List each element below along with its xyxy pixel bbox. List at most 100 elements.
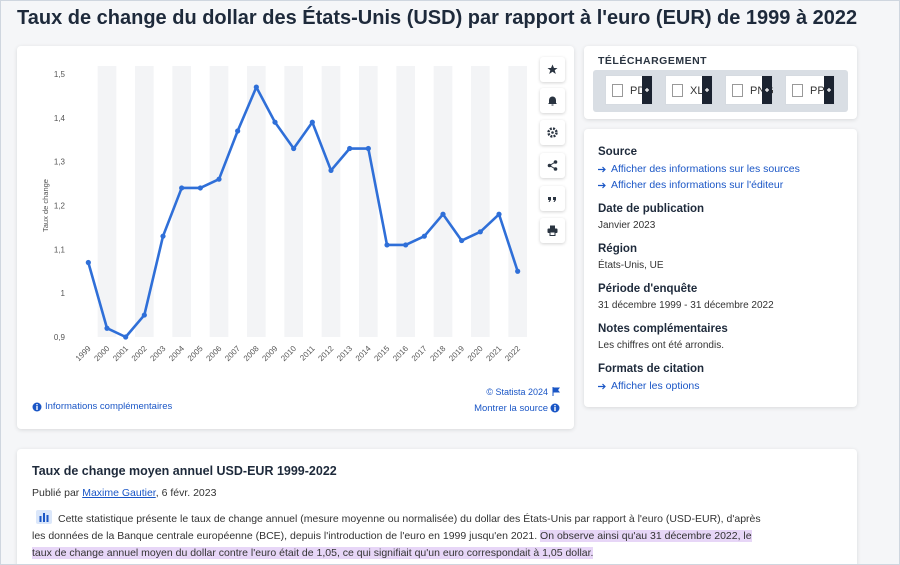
stripe <box>396 66 415 337</box>
data-point <box>253 84 259 90</box>
data-point <box>365 145 371 152</box>
section-link[interactable]: Afficher des informations sur les source… <box>598 163 843 175</box>
link-text: Afficher des informations sur l'éditeur <box>611 179 784 191</box>
data-point <box>328 167 334 174</box>
settings-button[interactable] <box>540 120 565 145</box>
stripe <box>209 66 229 337</box>
byline: Publié par Maxime Gautier, 6 févr. 2023 <box>32 487 842 499</box>
download-button[interactable]: PDF <box>605 75 653 105</box>
info-card: Source Afficher des informations sur les … <box>584 129 857 407</box>
article-body: Cette statistique présente le taux de ch… <box>32 510 762 562</box>
download-button[interactable]: PNG <box>725 75 774 105</box>
print-button[interactable] <box>540 218 565 243</box>
x-tick-label: 2002 <box>130 344 149 363</box>
file-icon <box>732 84 743 97</box>
x-tick-label: 1999 <box>74 344 93 363</box>
more-info-link[interactable]: Informations complémentaires <box>45 401 173 412</box>
x-tick-label: 2013 <box>335 344 354 363</box>
info-section: Notes complémentaires Les chiffres ont ét… <box>598 323 843 351</box>
download-button[interactable]: XLS <box>665 75 713 105</box>
data-point <box>141 312 147 318</box>
notify-button[interactable] <box>540 88 565 113</box>
data-point <box>384 242 390 248</box>
plus-icon <box>765 88 769 92</box>
download-button[interactable]: PPT <box>785 75 835 105</box>
section-title: Période d'enquête <box>598 283 698 295</box>
x-tick-label: 2000 <box>92 344 111 363</box>
stripe <box>359 66 378 337</box>
plus <box>824 76 834 104</box>
x-tick-label: 2018 <box>428 344 447 363</box>
data-point <box>515 268 521 274</box>
section-link[interactable]: Afficher les options <box>598 380 843 392</box>
section-text: Les chiffres ont été arrondis. <box>598 340 724 351</box>
section-text: États-Unis, UE <box>598 260 664 271</box>
author-link[interactable]: Maxime Gautier <box>82 487 156 499</box>
data-point <box>347 145 353 152</box>
info-section: Région États-Unis, UE <box>598 243 843 271</box>
page-title: Taux de change du dollar des États-Unis … <box>17 7 858 29</box>
stripe <box>433 66 453 337</box>
data-point <box>309 119 315 125</box>
x-tick-label: 2014 <box>354 344 373 363</box>
info-section: Date de publication Janvier 2023 <box>598 203 843 231</box>
arrow-icon <box>598 182 606 189</box>
x-tick-label: 2022 <box>503 344 522 363</box>
show-source-link[interactable]: Montrer la source <box>474 403 548 414</box>
data-line <box>87 85 519 339</box>
data-point <box>459 237 465 244</box>
stripe <box>321 66 341 337</box>
info-section: Formats de citation Afficher les options <box>598 363 843 392</box>
y-tick-label: 0,9 <box>54 333 66 342</box>
stripe <box>284 66 303 337</box>
share-button[interactable] <box>540 153 565 178</box>
section-title: Source <box>598 146 637 158</box>
info-icon <box>32 402 42 412</box>
x-tick-label: 2001 <box>111 344 130 363</box>
info-section: Source Afficher des informations sur les … <box>598 146 843 191</box>
link-text: Afficher des informations sur les source… <box>611 163 800 175</box>
x-tick-label: 2003 <box>148 344 167 363</box>
info-icon <box>550 403 560 413</box>
x-tick-label: 2020 <box>466 344 485 363</box>
data-point <box>272 119 278 125</box>
file-icon <box>792 84 803 97</box>
data-point <box>123 334 129 340</box>
y-tick-label: 1,5 <box>54 70 66 79</box>
chart-card: 0,9 1 1,1 1,2 1,3 1,4 1,5 Taux de change 1999 200… <box>17 46 574 429</box>
data-point <box>421 233 427 239</box>
x-tick-label: 2004 <box>167 344 186 363</box>
cite-button[interactable] <box>540 186 565 211</box>
flag-icon <box>552 387 560 396</box>
x-tick-label: 2008 <box>242 344 261 363</box>
section-title: Date de publication <box>598 203 705 215</box>
x-tick-label: 2010 <box>279 344 298 363</box>
section-text: 31 décembre 1999 - 31 décembre 2022 <box>598 300 774 311</box>
stripe <box>135 66 154 337</box>
section-link[interactable]: Afficher des informations sur l'éditeur <box>598 179 843 191</box>
x-tick-label: 2017 <box>410 344 429 363</box>
plus <box>702 76 712 104</box>
y-tick-label: 1,1 <box>54 245 66 254</box>
plus-icon <box>645 88 649 92</box>
x-tick-label: 2012 <box>316 344 335 363</box>
data-point <box>477 229 483 235</box>
section-title: Région <box>598 243 637 255</box>
x-tick-label: 2011 <box>298 344 317 363</box>
section-title: Notes complémentaires <box>598 323 728 335</box>
y-tick-label: 1,4 <box>54 114 66 123</box>
favorite-button[interactable] <box>540 57 565 82</box>
x-tick-label: 2006 <box>204 344 223 363</box>
y-tick-label: 1,2 <box>54 202 66 211</box>
y-axis-label: Taux de change <box>41 179 50 232</box>
stats-icon <box>36 510 52 524</box>
stripe <box>172 66 191 337</box>
plus-icon <box>705 88 709 92</box>
credit[interactable]: © Statista 2024 <box>486 387 548 397</box>
data-point <box>440 211 446 217</box>
x-tick-label: 2019 <box>447 344 466 363</box>
x-tick-label: 2016 <box>391 344 410 363</box>
arrow-icon <box>598 383 606 390</box>
section-text: Janvier 2023 <box>598 220 656 231</box>
